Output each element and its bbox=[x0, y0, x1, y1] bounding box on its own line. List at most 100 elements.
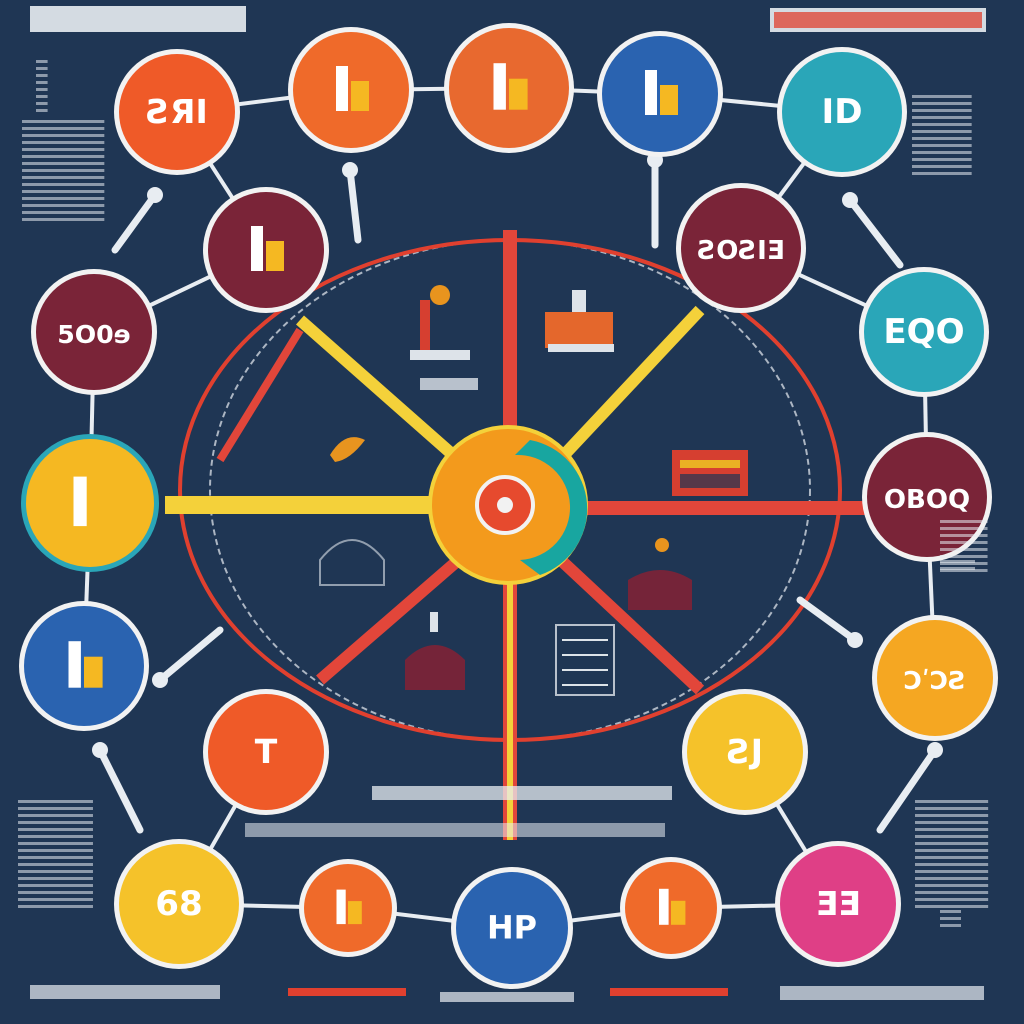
pennant-icon bbox=[330, 437, 365, 462]
node-2 bbox=[288, 27, 414, 153]
node-disc bbox=[119, 844, 239, 964]
node-disc bbox=[208, 694, 324, 810]
hub-accent bbox=[515, 440, 588, 575]
node-disc bbox=[681, 188, 801, 308]
text-block bbox=[940, 520, 988, 572]
node-4 bbox=[597, 31, 723, 157]
node-7: ƧOƧIƎ bbox=[676, 183, 806, 313]
node-15: ƧJ bbox=[682, 689, 808, 815]
node-14: T bbox=[203, 689, 329, 815]
node-1: ƧЯI bbox=[114, 49, 240, 175]
node-label: ƧJ bbox=[727, 732, 763, 771]
list-panel-icon bbox=[555, 624, 615, 696]
node-8: 5O0ɘ bbox=[31, 269, 157, 395]
central-hub bbox=[428, 425, 588, 585]
caption-bar-2 bbox=[245, 823, 665, 837]
beak-icon bbox=[73, 476, 110, 527]
node-label: ƆʹƆƧ bbox=[904, 666, 967, 695]
footer-bar-5 bbox=[780, 986, 984, 1000]
node-disc bbox=[687, 694, 803, 810]
node-12 bbox=[19, 601, 149, 731]
peg-knob bbox=[152, 672, 168, 688]
peg-stick bbox=[796, 596, 859, 644]
temple-icon bbox=[251, 226, 284, 271]
spoke-diag-ul-red bbox=[216, 327, 304, 463]
tool-icon bbox=[645, 70, 678, 115]
header-banner-left bbox=[30, 6, 246, 32]
peg-stick bbox=[156, 626, 224, 684]
node-label: 5O0ɘ bbox=[57, 320, 131, 349]
peg-stick bbox=[96, 746, 144, 834]
footer-bar-1 bbox=[30, 985, 220, 999]
node-6 bbox=[203, 187, 329, 313]
node-circles: ƧЯI ID ƧOƧIƎ 5O0ɘ EQO OBOQ ƆʹƆƧ T ƧJ 68 HP ƎƎ bbox=[19, 23, 998, 989]
node-label: ƧOƧIƎ bbox=[697, 236, 784, 266]
bar-icon bbox=[68, 641, 103, 688]
node-5: ID bbox=[777, 47, 907, 177]
node-disc bbox=[36, 274, 152, 390]
machine-icon bbox=[493, 63, 528, 110]
node-18: HP bbox=[451, 867, 573, 989]
peg-knob bbox=[842, 192, 858, 208]
node-disc bbox=[864, 272, 984, 392]
node-3 bbox=[444, 23, 574, 153]
peg-knob bbox=[927, 742, 943, 758]
node-label: ƧЯI bbox=[146, 92, 207, 131]
node-19 bbox=[620, 857, 722, 959]
pot-icon bbox=[628, 538, 692, 610]
node-label: HP bbox=[487, 908, 537, 946]
text-block bbox=[36, 60, 48, 112]
node-disc bbox=[119, 54, 235, 170]
hub-spokes bbox=[165, 230, 865, 840]
planet-icon bbox=[659, 888, 686, 925]
node-20: ƎƎ bbox=[775, 841, 901, 967]
node-10 bbox=[21, 434, 159, 572]
peg-knob bbox=[342, 162, 358, 178]
peg-knob bbox=[147, 187, 163, 203]
peg-stick bbox=[876, 746, 939, 834]
node-9: EQO bbox=[859, 267, 989, 397]
node-label: ƎƎ bbox=[815, 884, 860, 923]
peg-knob bbox=[847, 632, 863, 648]
inner-pictograms bbox=[319, 285, 748, 696]
node-disc bbox=[877, 620, 993, 736]
spoke-diag-lr bbox=[545, 545, 705, 695]
spoke-diag-ul bbox=[296, 315, 474, 475]
dome-icon bbox=[319, 539, 385, 586]
peg-knob bbox=[92, 742, 108, 758]
node-label: OBOQ bbox=[884, 485, 970, 515]
node-13: ƆʹƆƧ bbox=[872, 615, 998, 741]
node-label: 68 bbox=[155, 884, 202, 924]
caption-bar-1 bbox=[372, 786, 672, 800]
footer-bar-4 bbox=[610, 988, 728, 996]
node-label: T bbox=[255, 732, 278, 771]
footer-bar-3 bbox=[440, 992, 574, 1002]
node-disc bbox=[456, 872, 568, 984]
decorative-text-blocks bbox=[18, 60, 989, 927]
node-disc bbox=[780, 846, 896, 962]
peg-stick bbox=[111, 191, 159, 254]
text-block bbox=[915, 800, 989, 908]
footer-bar-2 bbox=[288, 988, 406, 996]
console-icon bbox=[672, 450, 748, 496]
text-block bbox=[940, 910, 961, 927]
crane-icon bbox=[410, 285, 478, 390]
text-block bbox=[912, 95, 972, 175]
text-block bbox=[18, 800, 93, 908]
node-disc bbox=[782, 52, 902, 172]
node-label: EQO bbox=[883, 312, 964, 352]
node-16: 68 bbox=[114, 839, 244, 969]
spoke-diag-ll bbox=[316, 545, 474, 685]
node-label: ID bbox=[822, 92, 863, 132]
footer-banners bbox=[30, 786, 984, 1002]
text-block bbox=[22, 120, 105, 221]
node-17 bbox=[299, 859, 397, 957]
bowl-icon bbox=[336, 889, 362, 925]
peg-stick bbox=[346, 166, 362, 244]
peg-stick bbox=[846, 196, 904, 269]
text-block bbox=[940, 560, 975, 570]
bell-icon bbox=[405, 612, 465, 690]
spoke-diag-ur bbox=[545, 305, 705, 475]
